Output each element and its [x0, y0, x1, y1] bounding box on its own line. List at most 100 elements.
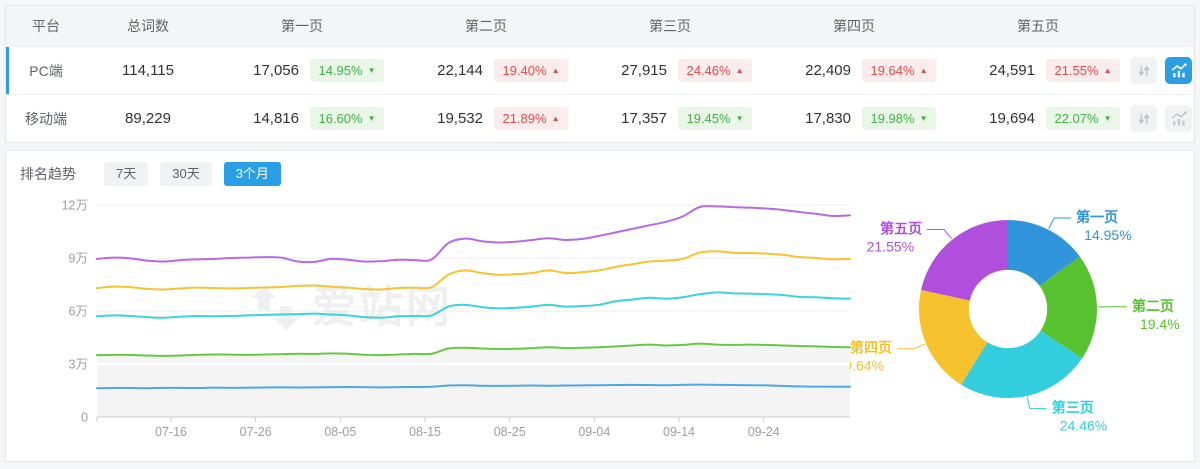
- donut-slice-第五页: [921, 220, 1008, 301]
- show-trend-button[interactable]: [1165, 105, 1192, 132]
- column-header-2: 第一页: [281, 18, 323, 34]
- total-words-value: 89,229: [125, 110, 171, 127]
- page-2-cell: 19,532 21.89% ▲: [394, 107, 578, 130]
- trend-title: 排名趋势: [20, 166, 76, 182]
- triangle-down-icon: ▼: [1103, 113, 1112, 123]
- triangle-up-icon: ▲: [551, 113, 560, 123]
- change-percent: 16.60%: [318, 111, 363, 126]
- donut-slice-第一页: [1008, 220, 1080, 286]
- row-actions: [1130, 57, 1200, 84]
- trend-tab-7天[interactable]: 7天: [104, 162, 149, 186]
- change-badge: 14.95% ▼: [310, 59, 384, 82]
- change-badge: 19.45% ▼: [678, 107, 752, 130]
- change-badge: 24.46% ▲: [678, 59, 752, 82]
- change-badge: 19.40% ▲: [494, 59, 568, 82]
- donut-label-name: 第二页: [1132, 298, 1174, 314]
- svg-text:09-04: 09-04: [578, 425, 610, 439]
- svg-text:6万: 6万: [69, 305, 88, 319]
- page-1-cell: 14,816 16.60% ▼: [210, 107, 394, 130]
- donut-label-name: 第五页: [880, 220, 922, 236]
- change-badge: 16.60% ▼: [310, 107, 384, 130]
- change-percent: 14.95%: [318, 63, 363, 78]
- show-trend-button[interactable]: [1165, 57, 1192, 84]
- trend-body: 爱站网 12万 9万 6万 3万 0 07-16 07-26 08-05 08-15 08-25 0…: [6, 187, 1194, 459]
- trend-tab-3个月[interactable]: 3个月: [223, 162, 281, 186]
- line-chart-svg: 12万 9万 6万 3万 0 07-16 07-26 08-05 08-15 08-25 09-04…: [62, 199, 851, 439]
- svg-text:12万: 12万: [62, 199, 88, 213]
- change-badge: 21.89% ▲: [494, 107, 568, 130]
- change-percent: 19.45%: [686, 111, 731, 126]
- page-count: 22,144: [437, 62, 483, 79]
- page-1-cell: 17,056 14.95% ▼: [210, 59, 394, 82]
- triangle-up-icon: ▲: [551, 65, 560, 75]
- triangle-up-icon: ▲: [1103, 65, 1112, 75]
- page-count: 19,532: [437, 110, 483, 127]
- page-count: 14,816: [253, 110, 299, 127]
- column-header-6: 第五页: [1017, 18, 1059, 34]
- column-header-4: 第三页: [649, 18, 691, 34]
- sort-button[interactable]: [1130, 57, 1157, 84]
- svg-text:07-16: 07-16: [155, 425, 187, 439]
- watermark: 爱站网: [250, 283, 453, 333]
- trend-tab-30天[interactable]: 30天: [160, 162, 212, 186]
- triangle-down-icon: ▼: [367, 65, 376, 75]
- column-header-1: 总词数: [127, 18, 169, 34]
- triangle-up-icon: ▲: [735, 65, 744, 75]
- table-header-row: 平台 总词数 第一页 第二页 第三页 第四页 第五页: [6, 6, 1194, 46]
- svg-text:9万: 9万: [69, 252, 88, 266]
- triangle-down-icon: ▼: [919, 113, 928, 123]
- page-count: 17,357: [621, 110, 667, 127]
- triangle-down-icon: ▼: [735, 113, 744, 123]
- page-count: 22,409: [805, 62, 851, 79]
- trend-chart-icon: [1171, 62, 1187, 77]
- platform-label: PC端: [29, 62, 63, 79]
- change-badge: 21.55% ▲: [1046, 59, 1120, 82]
- donut-slice-第四页: [919, 289, 988, 385]
- sort-icon: [1137, 112, 1150, 125]
- line-chart: 爱站网 12万 9万 6万 3万 0 07-16 07-26 08-05 08-15 08-25 0…: [12, 191, 864, 453]
- column-header-5: 第四页: [833, 18, 875, 34]
- change-percent: 19.98%: [870, 111, 915, 126]
- column-header-0: 平台: [32, 18, 60, 34]
- page-count: 24,591: [989, 62, 1035, 79]
- svg-text:0: 0: [81, 411, 88, 425]
- page-count: 17,830: [805, 110, 851, 127]
- page-3-cell: 17,357 19.45% ▼: [578, 107, 762, 130]
- rank-trend-card: 排名趋势 7天 30天 3个月 爱站网 12万 9万 6万 3万 0 07-16 07-26 08…: [5, 150, 1195, 462]
- donut-label-name: 第一页: [1076, 209, 1118, 225]
- platform-label: 移动端: [25, 110, 67, 127]
- change-badge: 19.64% ▲: [862, 59, 936, 82]
- page-2-cell: 22,144 19.40% ▲: [394, 59, 578, 82]
- page-4-cell: 17,830 19.98% ▼: [762, 107, 946, 130]
- donut-chart: 第一页 14.95% 第二页 19.4% 第三页 24.46% 第四页 19.64% 第五页 21…: [837, 187, 1192, 459]
- svg-text:07-26: 07-26: [240, 425, 272, 439]
- page-count: 19,694: [989, 110, 1035, 127]
- sort-button[interactable]: [1130, 105, 1157, 132]
- total-words-value: 114,115: [122, 62, 174, 79]
- page-4-cell: 22,409 19.64% ▲: [762, 59, 946, 82]
- change-percent: 21.89%: [502, 111, 547, 126]
- table-row-移动端[interactable]: 移动端 89,229 14,816 16.60% ▼ 19,532 21.89% ▲ 17,35…: [6, 94, 1194, 142]
- change-percent: 22.07%: [1054, 111, 1099, 126]
- change-percent: 24.46%: [686, 63, 731, 78]
- change-badge: 19.98% ▼: [862, 107, 936, 130]
- page-5-cell: 19,694 22.07% ▼: [946, 107, 1130, 130]
- donut-label-percent: 19.4%: [1140, 316, 1180, 332]
- donut-slice-第三页: [961, 330, 1083, 398]
- page-3-cell: 27,915 24.46% ▲: [578, 59, 762, 82]
- trend-chart-icon: [1171, 110, 1187, 125]
- svg-text:08-05: 08-05: [324, 425, 356, 439]
- page-5-cell: 24,591 21.55% ▲: [946, 59, 1130, 82]
- aizhan-logo-icon: [251, 285, 299, 331]
- donut-chart-svg: 第一页14.95%第二页19.4%第三页24.46%第四页19.64%第五页21…: [837, 209, 1180, 434]
- keyword-rank-table: 平台 总词数 第一页 第二页 第三页 第四页 第五页 PC端 114,115 17,056 14.…: [5, 5, 1195, 143]
- table-row-PC端[interactable]: PC端 114,115 17,056 14.95% ▼ 22,144 19.40% ▲ 27,9…: [6, 46, 1194, 94]
- svg-text:08-25: 08-25: [494, 425, 526, 439]
- donut-label-percent: 14.95%: [1084, 227, 1131, 243]
- change-percent: 19.40%: [502, 63, 547, 78]
- change-percent: 21.55%: [1054, 63, 1099, 78]
- page-count: 17,056: [253, 62, 299, 79]
- svg-text:3万: 3万: [69, 358, 88, 372]
- donut-label-name: 第三页: [1052, 400, 1094, 416]
